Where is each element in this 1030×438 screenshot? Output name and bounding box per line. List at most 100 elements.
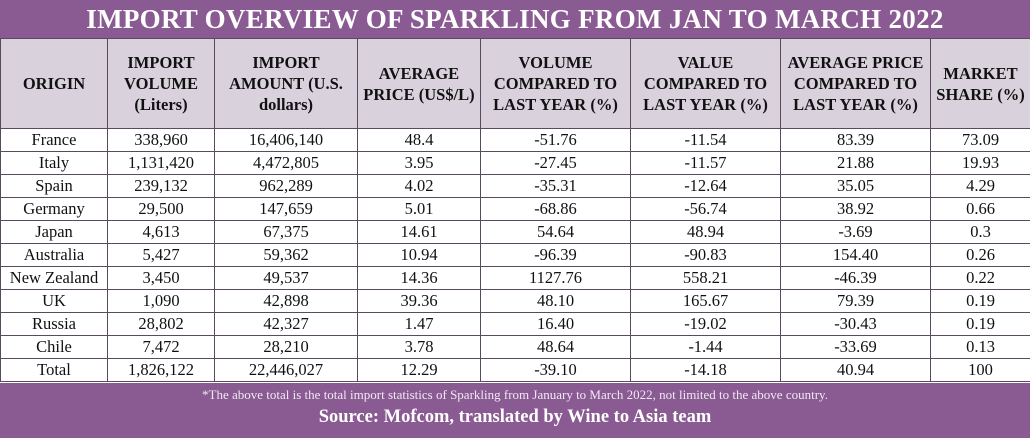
value-cell: 1,826,122 [107, 358, 215, 382]
value-cell: 12.29 [357, 358, 481, 382]
value-cell: 3,450 [107, 266, 215, 290]
footnote: *The above total is the total import sta… [202, 387, 828, 402]
table-row: Germany 29,500 147,659 5.01 -68.86 -56.74 38.9… [0, 197, 1030, 221]
column-header: IMPORT AMOUNT (U.S. dollars) [214, 38, 358, 129]
origin-cell: Russia [0, 312, 108, 336]
origin-cell: France [0, 128, 108, 152]
value-cell: 35.05 [780, 174, 931, 198]
chart-title: IMPORT OVERVIEW OF SPARKLING FROM JAN TO… [86, 3, 944, 34]
table-row: Japan 4,613 67,375 14.61 54.64 48.94 -3.69 0.3 [0, 220, 1030, 244]
value-cell: 38.92 [780, 197, 931, 221]
value-cell: 1,131,420 [107, 151, 215, 175]
value-cell: 67,375 [214, 220, 358, 244]
value-cell: 165.67 [630, 289, 781, 313]
total-row: Total 1,826,122 22,446,027 12.29 -39.10 -14.1… [0, 358, 1030, 382]
value-cell: 79.39 [780, 289, 931, 313]
value-cell: 558.21 [630, 266, 781, 290]
table-row: Australia 5,427 59,362 10.94 -96.39 -90.83 154… [0, 243, 1030, 267]
title-banner: IMPORT OVERVIEW OF SPARKLING FROM JAN TO… [0, 0, 1030, 38]
value-cell: -27.45 [480, 151, 631, 175]
column-header: AVERAGE PRICE (US$/L) [357, 38, 481, 129]
value-cell: 1.47 [357, 312, 481, 336]
value-cell: 73.09 [930, 128, 1030, 152]
value-cell: 7,472 [107, 335, 215, 359]
origin-cell: Germany [0, 197, 108, 221]
value-cell: 154.40 [780, 243, 931, 267]
value-cell: -39.10 [480, 358, 631, 382]
value-cell: 0.19 [930, 312, 1030, 336]
value-cell: 1,090 [107, 289, 215, 313]
value-cell: 4,613 [107, 220, 215, 244]
value-cell: 5.01 [357, 197, 481, 221]
footer-banner: *The above total is the total import sta… [0, 383, 1030, 438]
value-cell: 0.19 [930, 289, 1030, 313]
value-cell: 16,406,140 [214, 128, 358, 152]
value-cell: 22,446,027 [214, 358, 358, 382]
origin-cell: Italy [0, 151, 108, 175]
value-cell: 14.61 [357, 220, 481, 244]
value-cell: 14.36 [357, 266, 481, 290]
table-body: France 338,960 16,406,140 48.4 -51.76 -11.54 8… [0, 128, 1030, 382]
value-cell: 4.02 [357, 174, 481, 198]
table-row: Chile 7,472 28,210 3.78 48.64 -1.44 -33.69 0.13 [0, 335, 1030, 359]
value-cell: 48.94 [630, 220, 781, 244]
value-cell: 147,659 [214, 197, 358, 221]
origin-cell: New Zealand [0, 266, 108, 290]
origin-cell: Australia [0, 243, 108, 267]
origin-cell: Chile [0, 335, 108, 359]
value-cell: -19.02 [630, 312, 781, 336]
table-row: UK 1,090 42,898 39.36 48.10 165.67 79.39 0.19 [0, 289, 1030, 313]
source-line: Source: Mofcom, translated by Wine to As… [318, 407, 712, 427]
value-cell: 48.10 [480, 289, 631, 313]
value-cell: 10.94 [357, 243, 481, 267]
column-header: IMPORT VOLUME (Liters) [107, 38, 215, 129]
value-cell: 0.26 [930, 243, 1030, 267]
value-cell: 42,327 [214, 312, 358, 336]
value-cell: -3.69 [780, 220, 931, 244]
value-cell: -14.18 [630, 358, 781, 382]
value-cell: 83.39 [780, 128, 931, 152]
value-cell: -56.74 [630, 197, 781, 221]
value-cell: 4.29 [930, 174, 1030, 198]
value-cell: 3.95 [357, 151, 481, 175]
value-cell: -68.86 [480, 197, 631, 221]
value-cell: 0.3 [930, 220, 1030, 244]
value-cell: 239,132 [107, 174, 215, 198]
table-row: Italy 1,131,420 4,472,805 3.95 -27.45 -11.57 2… [0, 151, 1030, 175]
value-cell: 59,362 [214, 243, 358, 267]
value-cell: 28,802 [107, 312, 215, 336]
origin-cell: Japan [0, 220, 108, 244]
value-cell: 4,472,805 [214, 151, 358, 175]
origin-cell: Spain [0, 174, 108, 198]
column-header: AVERAGE PRICE COMPARED TO LAST YEAR (%) [780, 38, 931, 129]
value-cell: 5,427 [107, 243, 215, 267]
import-table: ORIGIN IMPORT VOLUME (Liters) IMPORT AMOUN… [0, 38, 1030, 382]
value-cell: -1.44 [630, 335, 781, 359]
value-cell: 39.36 [357, 289, 481, 313]
table-row: France 338,960 16,406,140 48.4 -51.76 -11.54 8… [0, 128, 1030, 152]
value-cell: -11.57 [630, 151, 781, 175]
value-cell: -90.83 [630, 243, 781, 267]
value-cell: -35.31 [480, 174, 631, 198]
origin-cell: UK [0, 289, 108, 313]
value-cell: 19.93 [930, 151, 1030, 175]
value-cell: 3.78 [357, 335, 481, 359]
column-header: VOLUME COMPARED TO LAST YEAR (%) [480, 38, 631, 129]
table-row: New Zealand 3,450 49,537 14.36 1127.76 558.21… [0, 266, 1030, 290]
column-header: MARKET SHARE (%) [930, 38, 1030, 129]
value-cell: 338,960 [107, 128, 215, 152]
value-cell: -96.39 [480, 243, 631, 267]
value-cell: 54.64 [480, 220, 631, 244]
value-cell: 29,500 [107, 197, 215, 221]
column-header: VALUE COMPARED TO LAST YEAR (%) [630, 38, 781, 129]
value-cell: 1127.76 [480, 266, 631, 290]
origin-cell: Total [0, 358, 108, 382]
value-cell: -51.76 [480, 128, 631, 152]
value-cell: 42,898 [214, 289, 358, 313]
value-cell: 49,537 [214, 266, 358, 290]
value-cell: 48.4 [357, 128, 481, 152]
header-row: ORIGIN IMPORT VOLUME (Liters) IMPORT AMOUN… [0, 38, 1030, 129]
value-cell: 100 [930, 358, 1030, 382]
value-cell: 48.64 [480, 335, 631, 359]
